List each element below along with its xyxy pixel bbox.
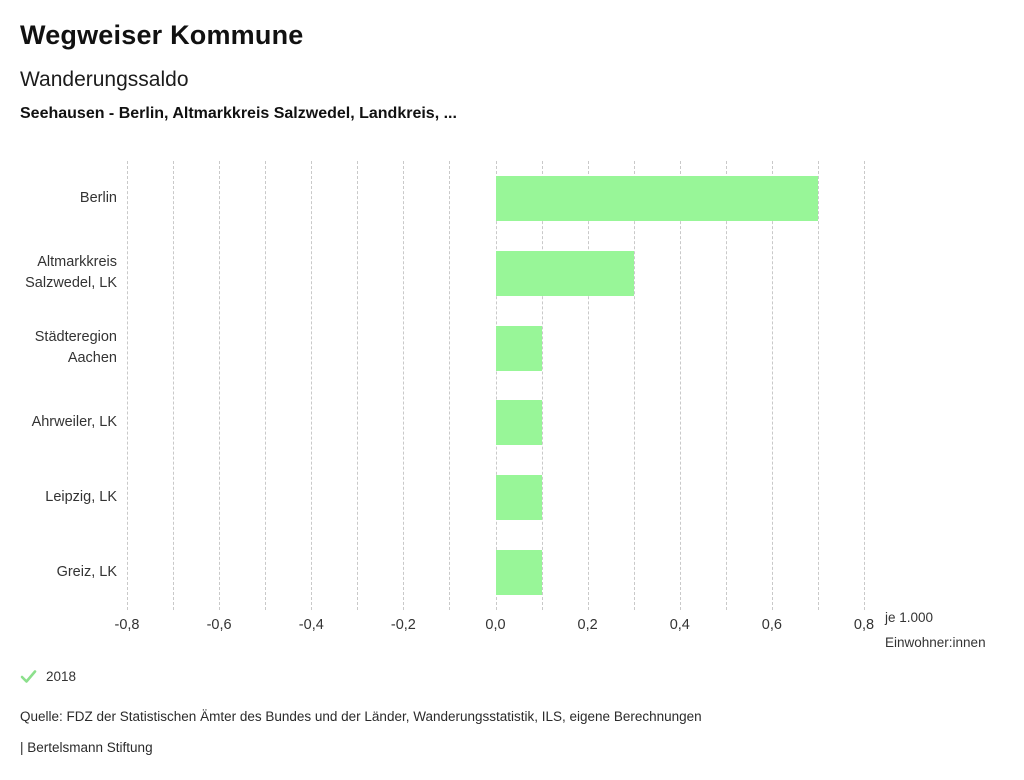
gridline (771, 161, 773, 610)
gridline (495, 161, 497, 610)
category-label: Greiz, LK (56, 564, 117, 581)
gridline (127, 161, 128, 610)
x-axis-unit-line1: je 1.000 (885, 610, 934, 625)
gridline (864, 161, 865, 610)
chart-subtitle: Seehausen - Berlin, Altmarkkreis Salzwed… (20, 105, 457, 122)
x-tick-label: 0,4 (669, 617, 690, 633)
gridline (633, 161, 635, 610)
gridline (679, 161, 681, 610)
x-tick-label: 0,6 (761, 617, 782, 633)
x-axis-unit-line2: Einwohner:innen (885, 635, 986, 650)
gridline (449, 161, 451, 610)
x-tick-label: -0,8 (114, 617, 140, 633)
bar-berlin[interactable] (495, 175, 818, 221)
bar-altmarkkreis-salzwedel-lk[interactable] (495, 250, 634, 296)
x-tick-label: 0,0 (485, 617, 506, 633)
gridline (725, 161, 727, 610)
branding-text: | Bertelsmann Stiftung (20, 740, 153, 755)
source-text: Quelle: FDZ der Statistischen Ämter des … (20, 709, 702, 724)
gridline (817, 161, 819, 610)
bar-st-dteregion-aachen[interactable] (495, 325, 542, 371)
bar-greiz-lk[interactable] (495, 550, 542, 596)
gridline (311, 161, 313, 610)
category-label: Ahrweiler, LK (31, 414, 117, 431)
x-axis-unit-label: je 1.000 Einwohner:innen (885, 605, 986, 655)
x-tick-label: 0,8 (853, 617, 875, 633)
gridline (219, 161, 221, 610)
bar-leipzig-lk[interactable] (495, 475, 542, 521)
checkmark-icon (20, 669, 37, 684)
bar-ahrweiler-lk[interactable] (495, 400, 542, 446)
gridline (587, 161, 589, 610)
chart-title: Wanderungssaldo (20, 68, 189, 91)
category-label: Berlin (79, 189, 117, 206)
gridline (357, 161, 359, 610)
x-tick-label: 0,2 (577, 617, 598, 633)
x-tick-label: -0,4 (298, 617, 324, 633)
gridline (541, 161, 543, 610)
gridline (265, 161, 267, 610)
gridline (403, 161, 405, 610)
category-label: Städteregion Aachen (34, 329, 117, 367)
gridline (173, 161, 175, 610)
legend-item-label: 2018 (46, 669, 77, 684)
legend-item-2018[interactable]: 2018 (20, 669, 76, 684)
app-title: Wegweiser Kommune (20, 20, 304, 50)
x-tick-label: -0,6 (206, 617, 232, 633)
category-label: Altmarkkreis Salzwedel, LK (25, 254, 117, 292)
category-label: Leipzig, LK (45, 489, 117, 506)
x-tick-label: -0,2 (390, 617, 416, 633)
